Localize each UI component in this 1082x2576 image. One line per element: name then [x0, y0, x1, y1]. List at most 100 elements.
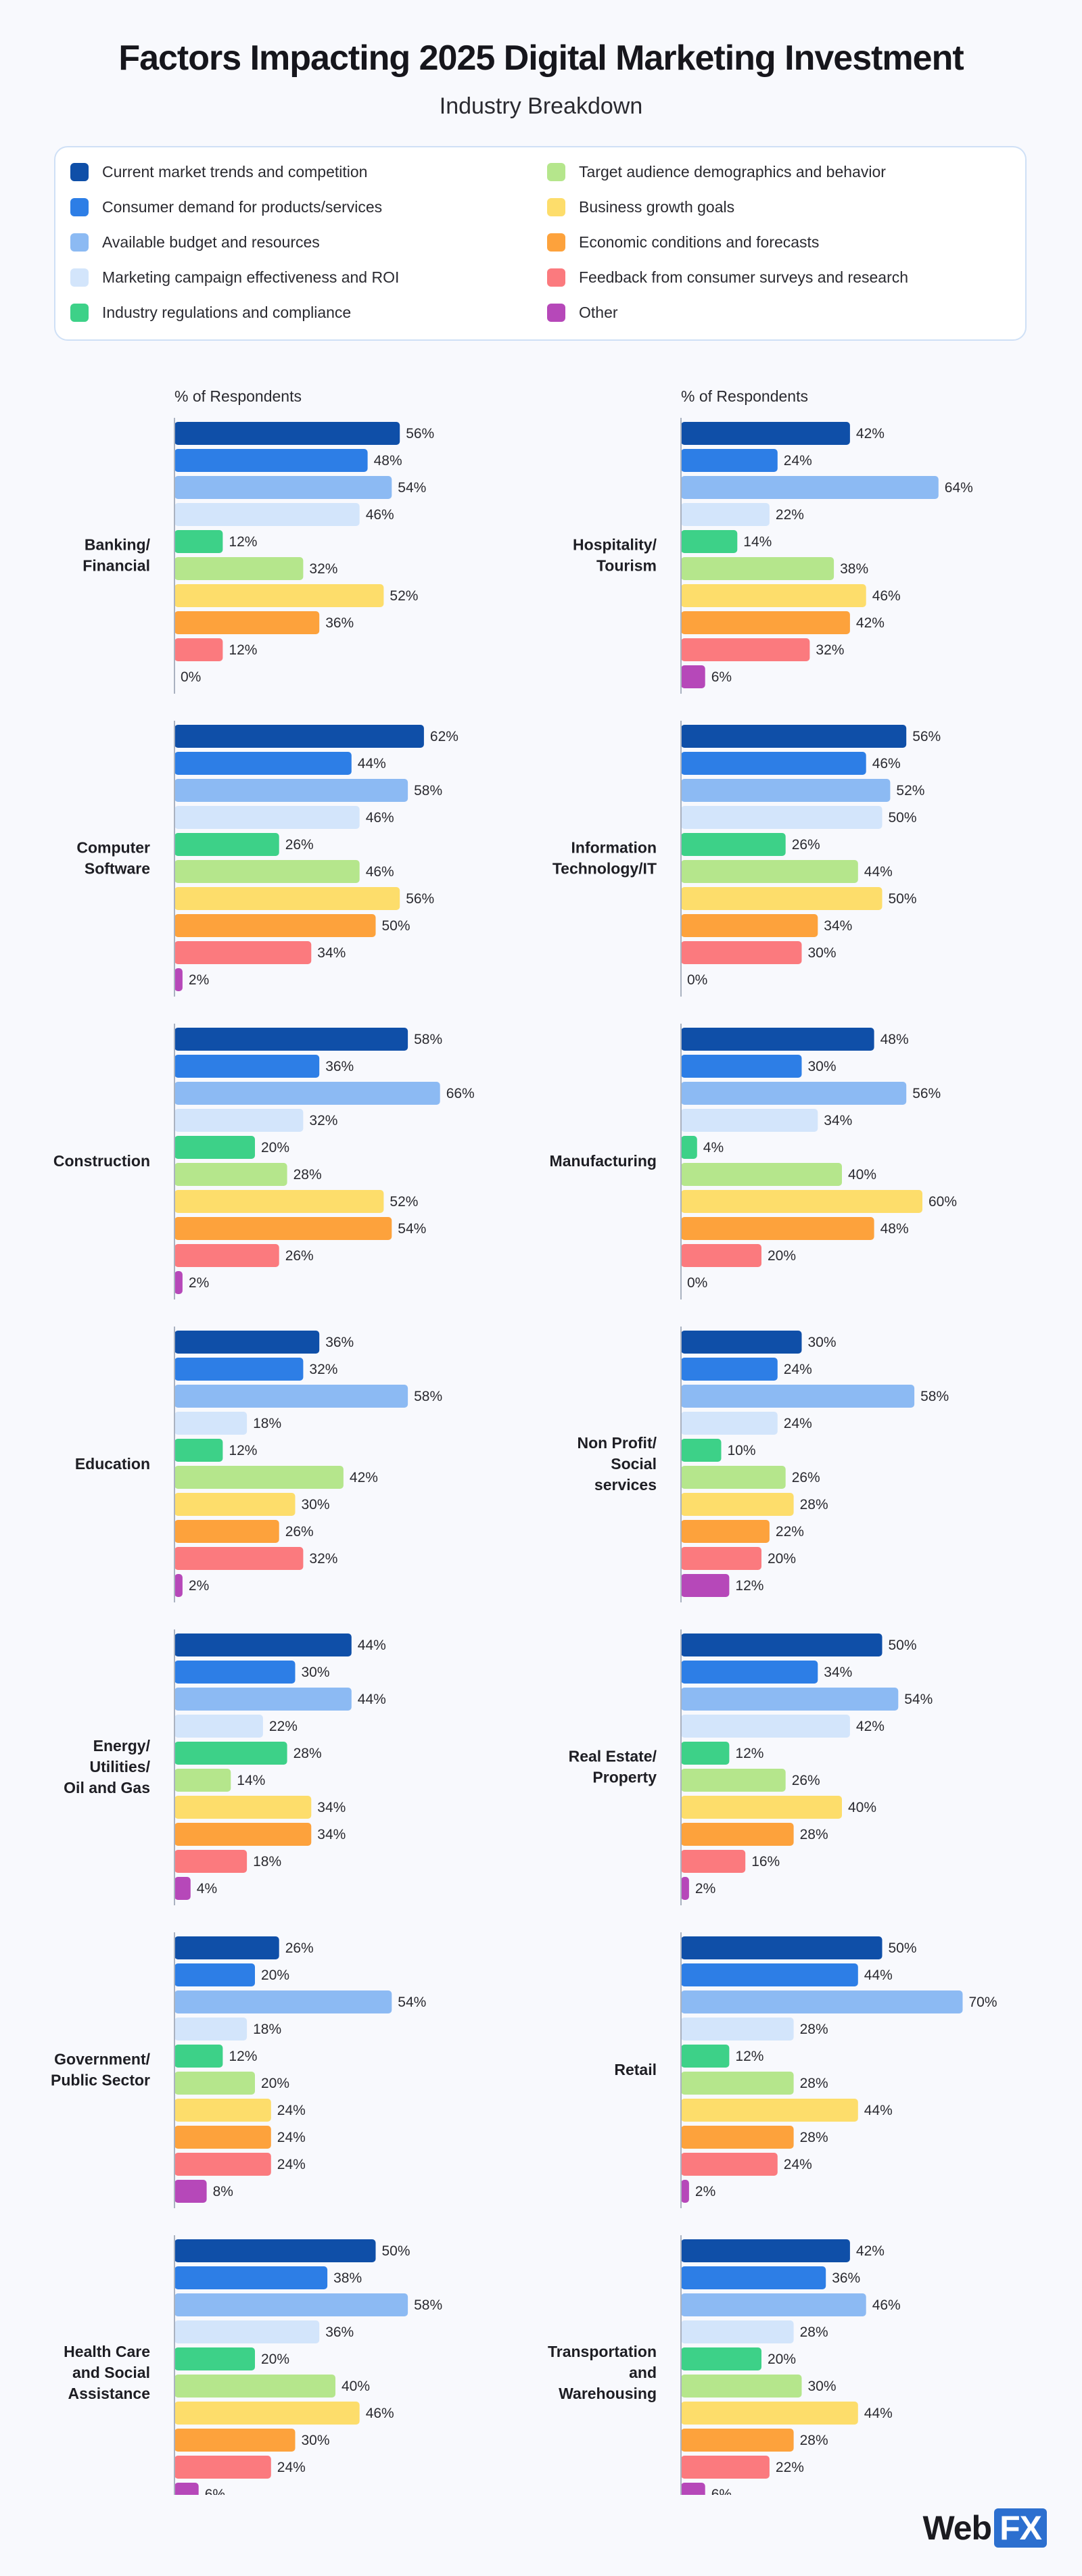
- data-label: 30%: [808, 1059, 837, 1074]
- data-label: 46%: [872, 588, 901, 604]
- data-label: 44%: [358, 1638, 386, 1653]
- bar: [174, 1963, 255, 1986]
- data-label: 52%: [896, 783, 924, 798]
- axis-label: % of Respondents: [174, 387, 302, 405]
- data-label: 36%: [832, 2270, 860, 2286]
- bar: [681, 887, 883, 910]
- data-label: 12%: [735, 1746, 763, 1761]
- bar: [174, 1109, 304, 1132]
- data-label: 18%: [253, 2022, 281, 2037]
- bar: [681, 2347, 761, 2370]
- legend-label: Other: [579, 303, 618, 321]
- bar: [681, 1217, 874, 1240]
- bar: [681, 584, 866, 607]
- legend-label: Marketing campaign effectiveness and ROI: [102, 268, 400, 286]
- webfx-logo: Web FX: [922, 2508, 1047, 2548]
- bar: [681, 530, 738, 553]
- bar: [681, 476, 939, 499]
- bar: [681, 941, 802, 964]
- bar: [681, 1163, 842, 1186]
- bar: [174, 476, 392, 499]
- legend-item: Marketing campaign effectiveness and ROI: [70, 264, 399, 291]
- data-label: 36%: [325, 1335, 354, 1350]
- bar: [681, 1742, 730, 1765]
- legend-item: Available budget and resources: [70, 229, 320, 256]
- category-label: Education: [75, 1455, 150, 1473]
- bar: [174, 2429, 296, 2452]
- data-label: 6%: [205, 2487, 225, 2495]
- bar: [681, 833, 786, 856]
- legend-label: Consumer demand for products/services: [102, 197, 383, 216]
- data-label: 34%: [824, 1113, 852, 1128]
- bar: [174, 1358, 304, 1381]
- bar: [681, 725, 907, 748]
- bar: [174, 2153, 271, 2176]
- data-label: 60%: [928, 1194, 957, 1210]
- data-label: 30%: [808, 1335, 837, 1350]
- bar: [174, 2320, 320, 2343]
- data-label: 42%: [856, 2243, 885, 2259]
- data-label: 12%: [229, 534, 257, 550]
- data-label: 2%: [695, 2184, 715, 2199]
- bar: [174, 1082, 440, 1105]
- data-label: 54%: [398, 1221, 426, 1237]
- bar: [681, 1493, 794, 1516]
- bar: [681, 638, 810, 661]
- legend-swatch: [547, 303, 565, 322]
- bar: [174, 941, 312, 964]
- bar: [174, 584, 384, 607]
- data-label: 26%: [285, 1248, 314, 1264]
- data-label: 50%: [382, 2243, 410, 2259]
- data-label: 70%: [969, 1995, 997, 2010]
- bar: [681, 1547, 761, 1570]
- bar: [174, 1823, 312, 1846]
- data-label: 22%: [269, 1719, 298, 1734]
- bar: [174, 1850, 248, 1873]
- bar: [174, 1520, 279, 1543]
- legend-swatch: [70, 268, 89, 287]
- bar: [174, 1661, 296, 1684]
- bar: [174, 1715, 263, 1738]
- bar: [681, 422, 850, 445]
- bar: [681, 1520, 770, 1543]
- data-label: 58%: [414, 1032, 442, 1047]
- bar: [681, 752, 866, 775]
- bar: [681, 2126, 794, 2149]
- legend-item: Current market trends and competition: [70, 158, 367, 185]
- data-label: 22%: [776, 2460, 804, 2475]
- data-label: 48%: [880, 1032, 909, 1047]
- bar: [174, 1331, 320, 1354]
- data-label: 52%: [390, 588, 418, 604]
- data-label: 56%: [912, 729, 941, 744]
- data-label: 12%: [735, 1578, 763, 1594]
- bar: [681, 2018, 794, 2041]
- data-label: 44%: [864, 864, 893, 880]
- data-label: 54%: [398, 480, 426, 496]
- bar: [681, 2483, 705, 2495]
- data-label: 24%: [784, 1416, 812, 1431]
- category-label: Computer Software: [76, 839, 150, 878]
- data-label: 40%: [848, 1167, 876, 1183]
- data-label: 46%: [366, 507, 394, 523]
- bar: [174, 1688, 352, 1711]
- category-label: Banking/Financial: [83, 536, 150, 575]
- data-label: 28%: [293, 1746, 322, 1761]
- bar: [174, 806, 360, 829]
- data-label: 46%: [872, 2297, 901, 2313]
- data-label: 34%: [824, 918, 852, 934]
- data-label: 8%: [213, 2184, 233, 2199]
- data-label: 28%: [293, 1167, 322, 1183]
- bar: [681, 860, 858, 883]
- data-label: 4%: [703, 1140, 724, 1155]
- bar: [174, 779, 408, 802]
- data-label: 50%: [889, 810, 917, 826]
- bar: [174, 1796, 312, 1819]
- legend-label: Economic conditions and forecasts: [579, 233, 820, 251]
- bar: [681, 1850, 746, 1873]
- data-label: 4%: [197, 1881, 217, 1897]
- bar: [174, 1466, 344, 1489]
- bar: [174, 611, 320, 634]
- data-label: 20%: [768, 1248, 796, 1264]
- bar: [174, 752, 352, 775]
- logo-box-text: FX: [994, 2508, 1047, 2548]
